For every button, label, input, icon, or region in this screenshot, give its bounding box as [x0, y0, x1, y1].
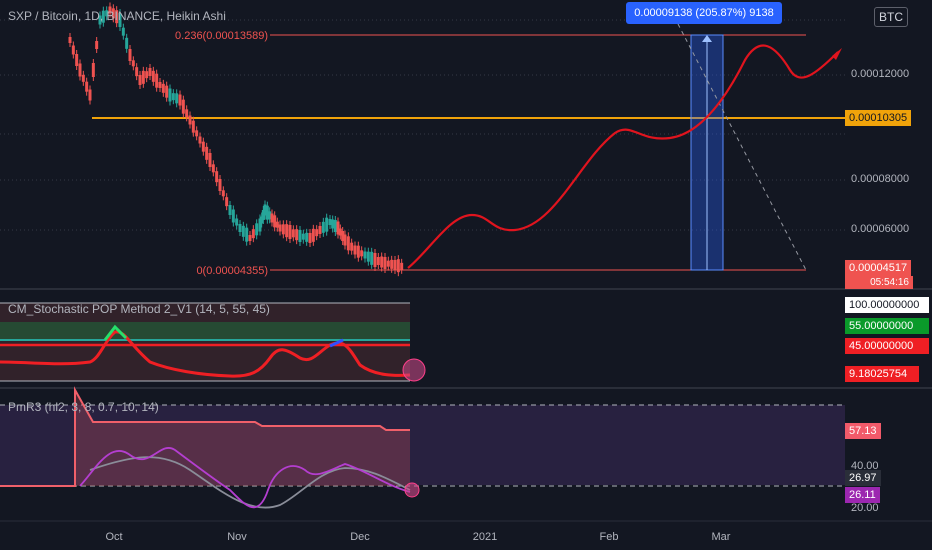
stoch-buy-zone [0, 322, 410, 339]
x-tick-label: Feb [600, 531, 619, 543]
x-tick-label: 2021 [473, 531, 497, 543]
fib-bottom-label: 0(0.00004355) [196, 265, 268, 277]
x-tick-label: Mar [712, 531, 731, 543]
y-tick-label: 0.00006000 [851, 223, 910, 235]
y-tick-label: 0.00008000 [851, 173, 910, 185]
support-price-tag: 0.00010305 [845, 110, 912, 126]
stochastic-title[interactable]: CM_Stochastic POP Method 2_V1 (14, 5, 55… [8, 302, 270, 316]
stoch-tag-55: 55.00000000 [845, 318, 929, 334]
x-tick-label: Dec [350, 531, 370, 543]
stoch-marker[interactable] [402, 358, 426, 382]
time-axis: Oct Nov Dec 2021 Feb Mar [105, 531, 730, 543]
stoch-cross-green [103, 324, 128, 341]
stoch-tag-current: 9.18025754 [845, 366, 919, 382]
countdown-tag: 05:54:16 [845, 276, 913, 289]
dashed-trendline[interactable] [677, 23, 807, 271]
pmr-tag-purple: 26.11 [845, 487, 880, 503]
stoch-line[interactable] [0, 330, 411, 378]
x-tick-label: Nov [227, 531, 247, 543]
pmr-axis-label: 20.00 [851, 502, 879, 514]
pmr-tag-grey: 26.97 [845, 470, 881, 486]
measure-label: 0.00009138 (205.87%) 9138 [626, 2, 782, 24]
candles [68, 2, 404, 277]
pmr-axis-label: 40.00 [851, 460, 879, 472]
measure-arrowhead [702, 35, 712, 42]
pmr-title[interactable]: PmR3 (hl2, 3, 8, 0.7, 10, 14) [8, 400, 159, 414]
stoch-cross-blue [329, 338, 344, 348]
current-price-tag: 0.00004517 [845, 260, 912, 276]
stoch-tag-100: 100.00000000 [845, 297, 929, 313]
projection-curve[interactable] [407, 44, 839, 269]
pmr-purple-line[interactable] [79, 447, 411, 509]
projection-arrowhead [832, 48, 842, 60]
pmr-marker[interactable] [404, 482, 420, 498]
pmr-bg [0, 405, 845, 485]
fib-top-label: 0.236(0.00013589) [175, 30, 268, 42]
chart-title: SXP / Bitcoin, 1D, BINANCE, Heikin Ashi [8, 9, 226, 23]
y-tick-label: 0.00012000 [851, 68, 910, 80]
currency-badge[interactable]: BTC [874, 7, 908, 27]
pmr-tag-upper: 57.13 [845, 423, 881, 439]
x-tick-label: Oct [105, 531, 122, 543]
stoch-tag-45: 45.00000000 [845, 338, 929, 354]
pmr-upper-line[interactable] [0, 386, 410, 487]
pmr-upper-fill [75, 390, 410, 486]
